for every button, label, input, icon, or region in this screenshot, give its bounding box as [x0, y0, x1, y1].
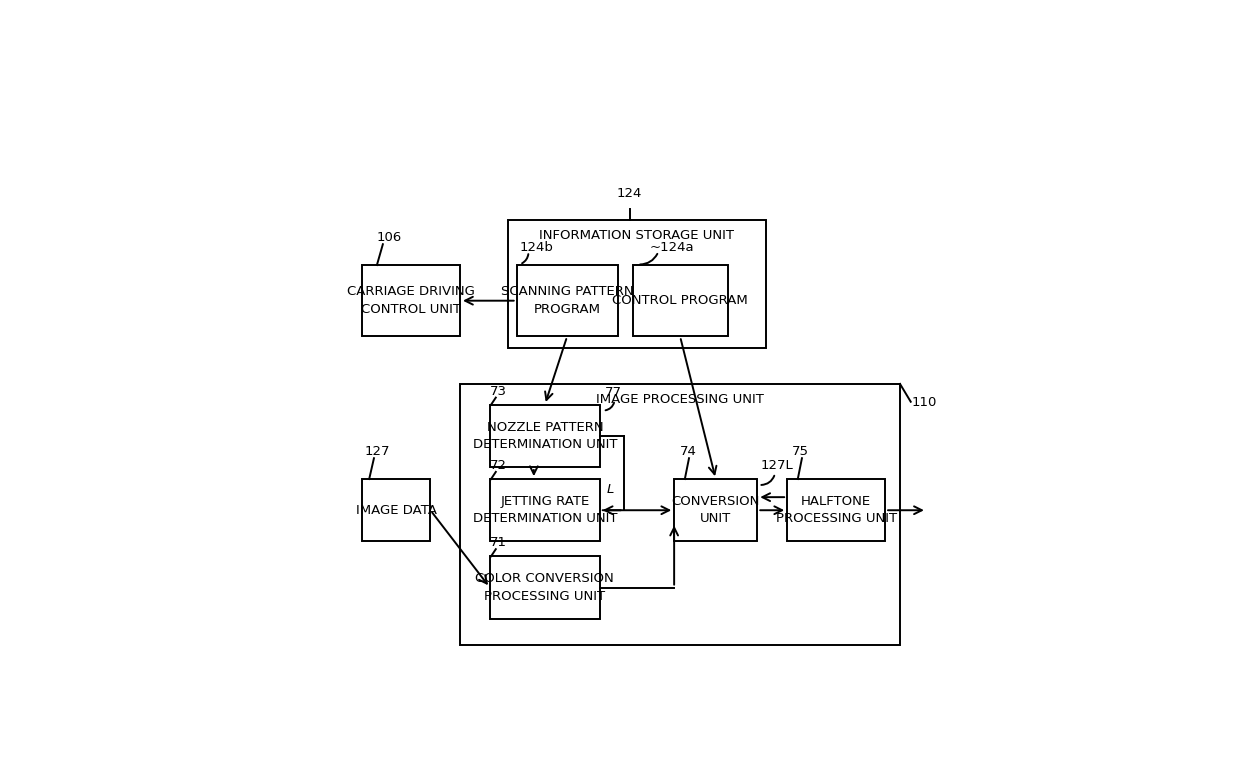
Bar	[490, 479, 600, 541]
Bar	[787, 479, 885, 541]
Text: 72: 72	[490, 459, 507, 472]
Bar	[517, 265, 618, 337]
Text: CARRIAGE DRIVING
CONTROL UNIT: CARRIAGE DRIVING CONTROL UNIT	[347, 286, 475, 316]
Text: 71: 71	[490, 537, 507, 549]
Text: 106: 106	[377, 232, 402, 244]
Bar	[362, 265, 460, 337]
Text: CONTROL PROGRAM: CONTROL PROGRAM	[613, 294, 748, 307]
Text: 73: 73	[490, 384, 507, 398]
Text: 77: 77	[605, 386, 621, 399]
Text: 75: 75	[792, 445, 808, 459]
Text: JETTING RATE
DETERMINATION UNIT: JETTING RATE DETERMINATION UNIT	[472, 495, 618, 526]
Text: 127L: 127L	[760, 459, 794, 472]
Bar	[675, 479, 758, 541]
Bar	[490, 557, 600, 618]
Text: COLOR CONVERSION
PROCESSING UNIT: COLOR CONVERSION PROCESSING UNIT	[475, 572, 614, 603]
Text: SCANNING PATTERN
PROGRAM: SCANNING PATTERN PROGRAM	[501, 286, 634, 316]
Text: 124b: 124b	[520, 242, 553, 254]
Text: L: L	[606, 483, 614, 496]
Text: INFORMATION STORAGE UNIT: INFORMATION STORAGE UNIT	[539, 229, 734, 242]
Text: 124: 124	[616, 187, 642, 200]
Text: HALFTONE
PROCESSING UNIT: HALFTONE PROCESSING UNIT	[775, 495, 897, 526]
Bar	[362, 479, 430, 541]
Bar	[490, 405, 600, 467]
Text: NOZZLE PATTERN
DETERMINATION UNIT: NOZZLE PATTERN DETERMINATION UNIT	[472, 421, 618, 451]
Bar	[460, 384, 900, 645]
Text: 74: 74	[680, 445, 697, 459]
Text: 110: 110	[911, 396, 937, 409]
Text: ~124a: ~124a	[650, 242, 694, 254]
Text: 127: 127	[365, 445, 391, 459]
Text: CONVERSION
UNIT: CONVERSION UNIT	[672, 495, 760, 526]
Bar	[632, 265, 728, 337]
Bar	[507, 221, 766, 348]
Text: IMAGE PROCESSING UNIT: IMAGE PROCESSING UNIT	[596, 393, 764, 406]
Text: IMAGE DATA: IMAGE DATA	[356, 504, 436, 516]
